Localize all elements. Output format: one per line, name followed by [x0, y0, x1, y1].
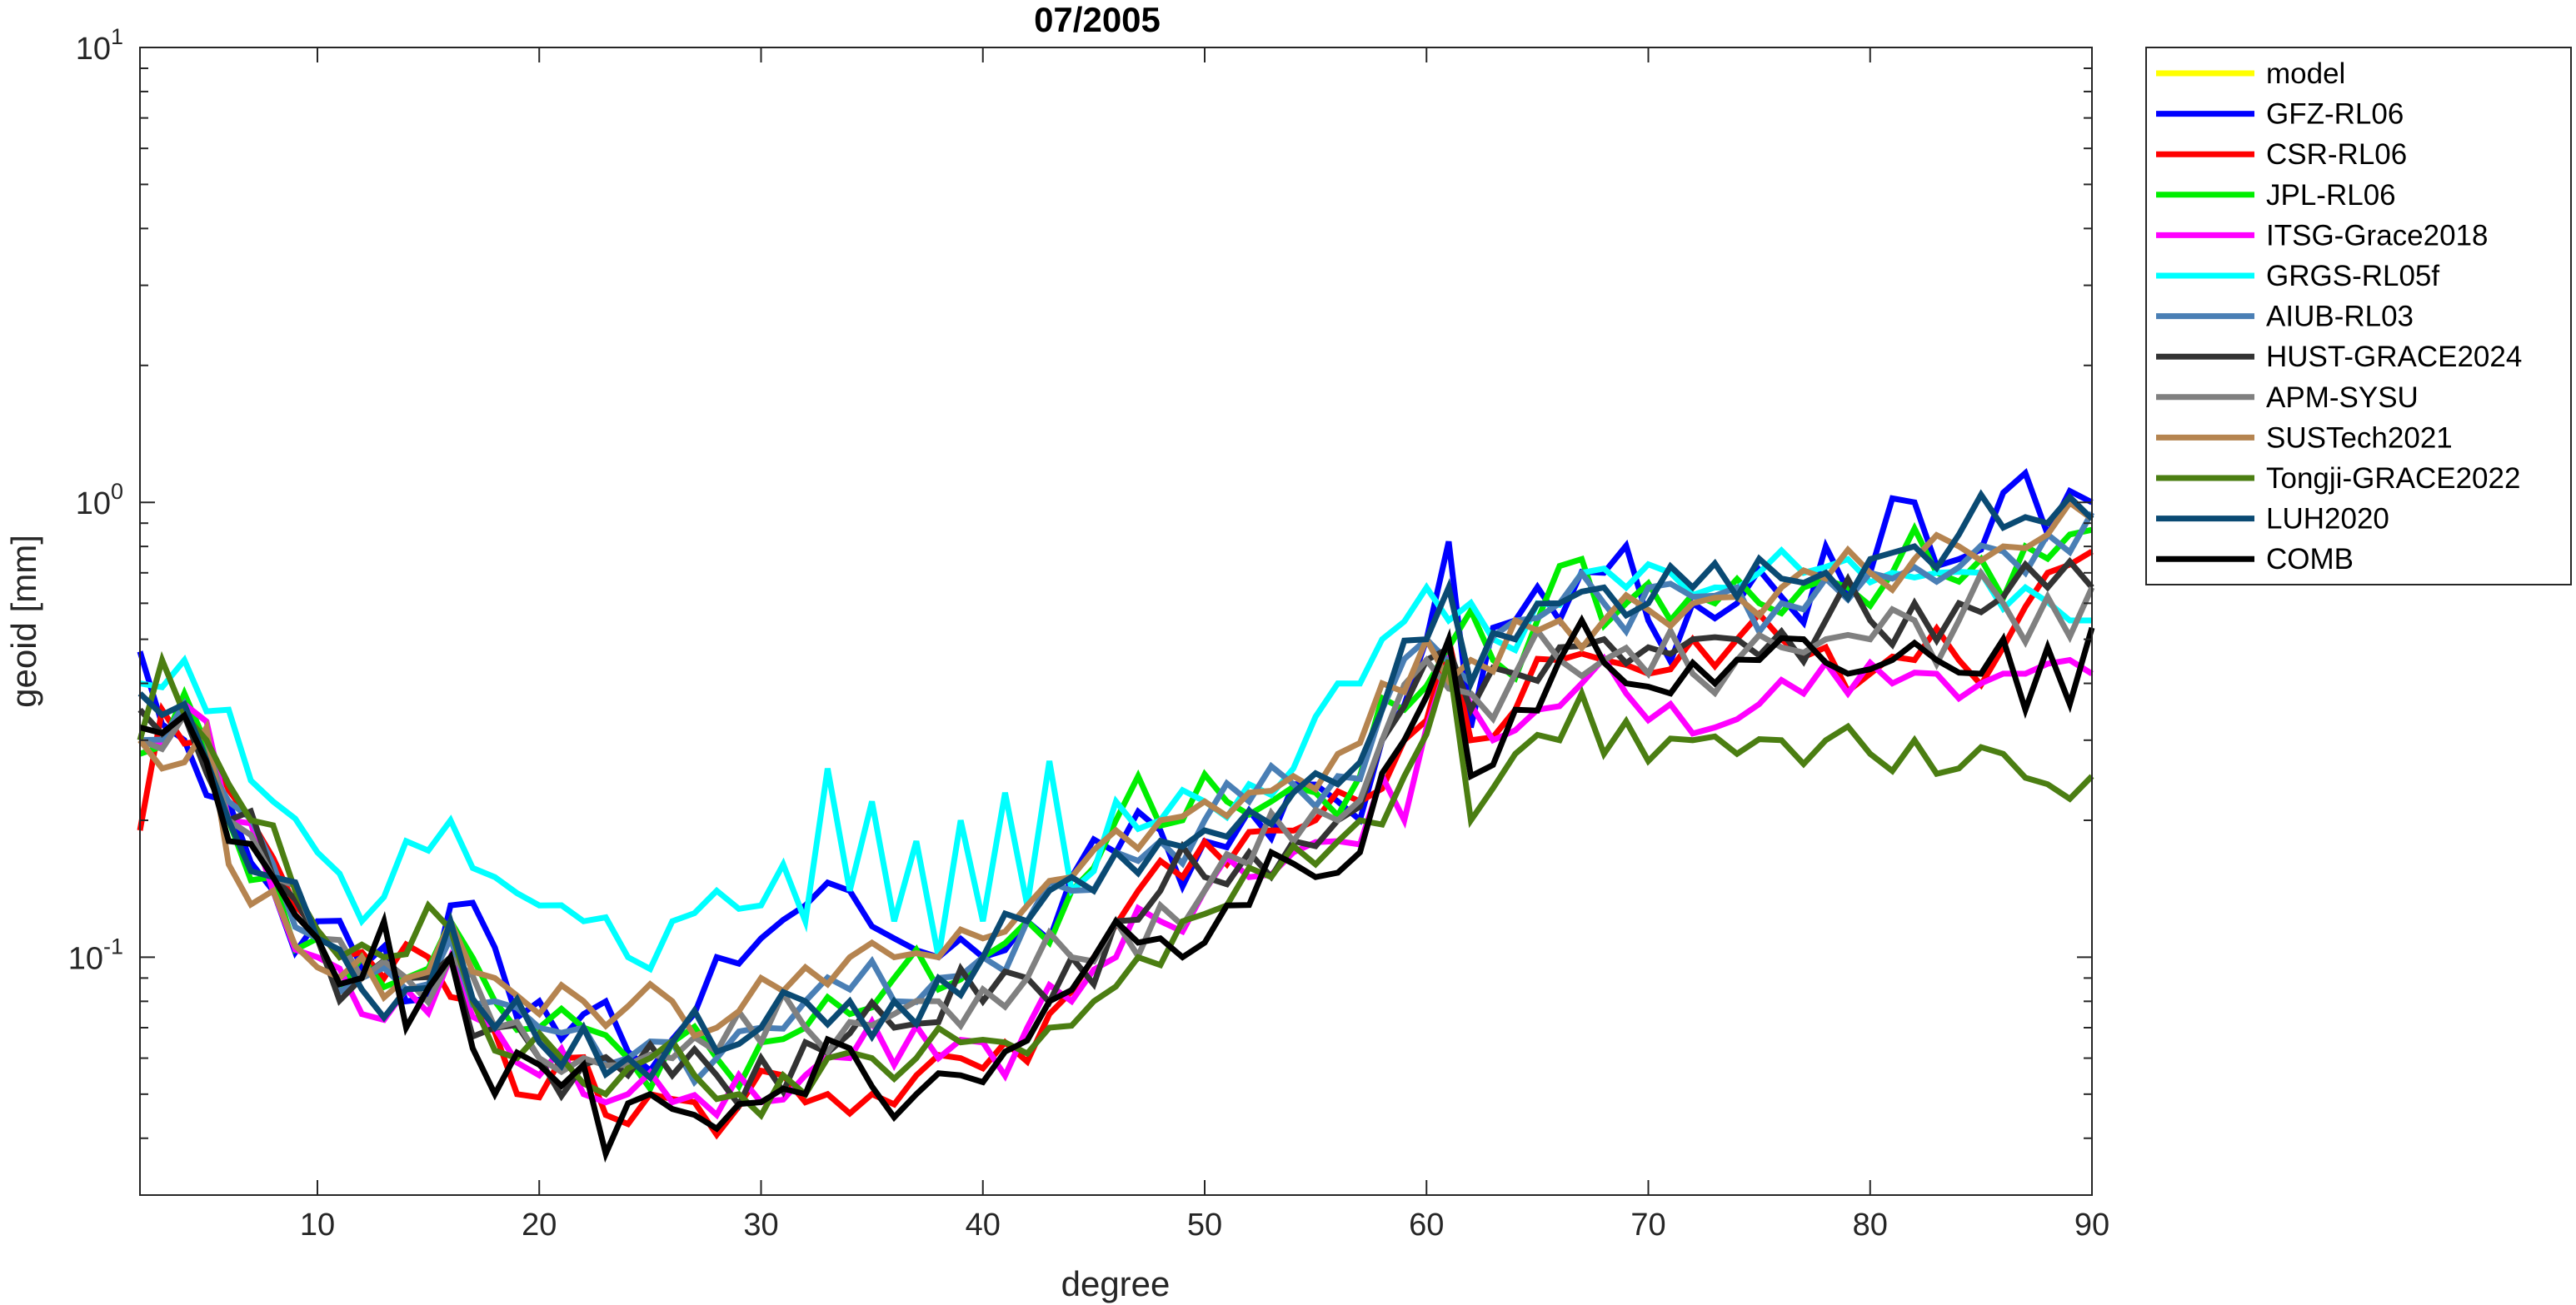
legend-label-grgs-rl05f: GRGS-RL05f	[2266, 260, 2439, 292]
y-axis-label: geoid [mm]	[4, 535, 43, 708]
legend-label-gfz-rl06: GFZ-RL06	[2266, 98, 2404, 131]
legend-label-luh2020: LUH2020	[2266, 503, 2389, 535]
y-tick-base: 10	[76, 32, 111, 67]
legend-label-aiub-rl03: AIUB-RL03	[2266, 301, 2414, 333]
series-line-luh2020	[137, 489, 2094, 1083]
y-tick-base: 10	[68, 941, 103, 976]
y-tick-label: 100	[76, 479, 123, 521]
y-tick-exponent: -1	[103, 934, 123, 959]
chart-title: 07/2005	[1034, 0, 1161, 39]
legend-label-comb: COMB	[2266, 543, 2354, 575]
series-line-comb	[139, 614, 2095, 1163]
legend-label-sustech2021: SUSTech2021	[2266, 421, 2453, 454]
legend-label-model: model	[2266, 57, 2345, 90]
x-axis-label: degree	[1061, 1264, 1171, 1303]
x-tick-label: 90	[2074, 1208, 2109, 1243]
legend-label-hust-grace2024: HUST-GRACE2024	[2266, 341, 2522, 373]
y-tick-exponent: 0	[111, 479, 123, 504]
series-layer	[137, 467, 2095, 1163]
x-tick-label: 10	[300, 1208, 335, 1243]
legend-label-csr-rl06: CSR-RL06	[2266, 138, 2407, 171]
x-tick-label: 20	[522, 1208, 557, 1243]
x-tick-label: 70	[1630, 1208, 1665, 1243]
legend-label-jpl-rl06: JPL-RL06	[2266, 179, 2396, 212]
legend-label-itsg-grace2018: ITSG-Grace2018	[2266, 219, 2489, 252]
y-tick-label: 101	[76, 24, 123, 67]
x-tick-label: 50	[1187, 1208, 1222, 1243]
legend-label-tongji-grace2022: Tongji-GRACE2022	[2266, 462, 2520, 495]
y-tick-exponent: 1	[111, 24, 123, 49]
series-line-itsg-grace2018	[139, 652, 2094, 1120]
x-tick-label: 80	[1853, 1208, 1888, 1243]
legend-label-apm-sysu: APM-SYSU	[2266, 381, 2419, 414]
series-line-sustech2021	[137, 498, 2094, 1040]
legend: model GFZ-RL06 CSR-RL06 JPL-RL06 ITSG-Grace2…	[2145, 47, 2572, 585]
y-tick-base: 10	[76, 486, 111, 521]
y-tick-label: 10-1	[68, 934, 123, 976]
legend-entries: model GFZ-RL06 CSR-RL06 JPL-RL06 ITSG-Grace2…	[2156, 57, 2522, 575]
x-tick-label: 40	[966, 1208, 1001, 1243]
plot-frame	[139, 47, 2093, 1196]
x-tick-label: 60	[1409, 1208, 1444, 1243]
x-tick-label: 30	[743, 1208, 778, 1243]
